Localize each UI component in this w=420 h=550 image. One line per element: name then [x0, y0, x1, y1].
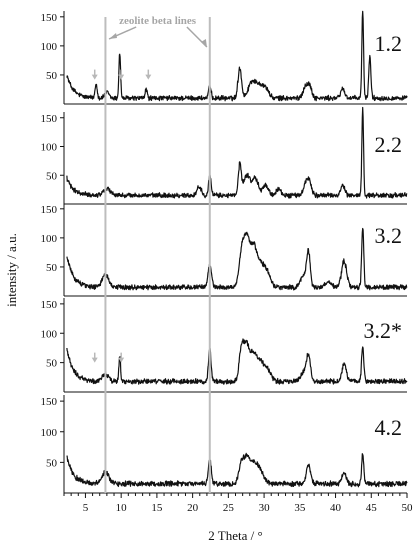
x-tick-label: 10: [116, 502, 128, 514]
series-label-4-2: 4.2: [375, 415, 403, 440]
x-tick-label: 50: [402, 502, 414, 514]
x-axis-title: 2 Theta / °: [208, 528, 262, 543]
y-tick-label: 50: [46, 262, 58, 274]
panel-1-2: 50 100 150 1.2: [41, 10, 408, 105]
y-tick-label: 50: [46, 70, 58, 82]
series-label-1-2: 1.2: [375, 31, 403, 56]
x-tick-label: 40: [330, 502, 342, 514]
peak-arrow-head: [118, 74, 125, 80]
peak-arrow-head: [91, 74, 98, 80]
annotations-layer: zeolite beta lines: [108, 15, 208, 48]
reference-lines-layer: [104, 17, 211, 493]
x-tick-label: 25: [223, 502, 235, 514]
y-tick-label: 150: [41, 396, 58, 408]
panel-3-2-star: 50 100 150 3.2*: [41, 298, 408, 393]
x-tick-label: 20: [187, 502, 199, 514]
x-tick-label: 30: [259, 502, 271, 514]
y-axis-title: intensity / a.u.: [4, 233, 19, 307]
panel-4-2: 50 100 150 4.2: [41, 395, 408, 494]
peak-arrow-head: [118, 357, 125, 363]
ref-pointer-right-head: [200, 39, 207, 47]
panels-layer: 50 100 150 1.2 50 100 150 2.2 50 100 150 3.2 50 100 15…: [41, 10, 408, 494]
peak-arrow-head: [91, 357, 98, 363]
x-axis: 2 Theta / ° 5 10 15 20 25 30 35 40 45 50: [63, 493, 414, 543]
y-tick-label: 100: [41, 233, 58, 245]
series-trace-4-2: [66, 452, 408, 488]
series-label-3-2: 3.2: [375, 223, 403, 248]
peak-arrow-head: [145, 74, 152, 80]
x-tick-label: 5: [83, 502, 89, 514]
y-tick-label: 50: [46, 170, 58, 182]
x-tick-label: 35: [294, 502, 306, 514]
series-trace-3-2: [66, 227, 408, 291]
panel-3-2: 50 100 150 3.2: [41, 203, 408, 297]
y-tick-label: 150: [41, 113, 58, 125]
y-tick-label: 150: [41, 204, 58, 216]
y-tick-label: 100: [41, 142, 58, 154]
y-tick-label: 50: [46, 457, 58, 469]
series-label-3-2-star: 3.2*: [364, 318, 403, 343]
x-tick-label: 45: [366, 502, 378, 514]
y-tick-label: 150: [41, 12, 58, 24]
ref-pointer-left-head: [109, 33, 118, 39]
series-label-2-2: 2.2: [375, 132, 403, 157]
series-trace-1-2: [66, 10, 408, 102]
y-tick-label: 150: [41, 299, 58, 311]
reference-lines-label: zeolite beta lines: [119, 15, 197, 27]
y-tick-label: 100: [41, 427, 58, 439]
panel-2-2: 50 100 150 2.2: [41, 106, 408, 205]
series-trace-2-2: [66, 106, 408, 199]
y-tick-label: 100: [41, 41, 58, 53]
y-tick-label: 100: [41, 328, 58, 340]
series-trace-3-2-star: [66, 338, 408, 385]
y-tick-label: 50: [46, 358, 58, 370]
x-tick-label: 15: [151, 502, 163, 514]
